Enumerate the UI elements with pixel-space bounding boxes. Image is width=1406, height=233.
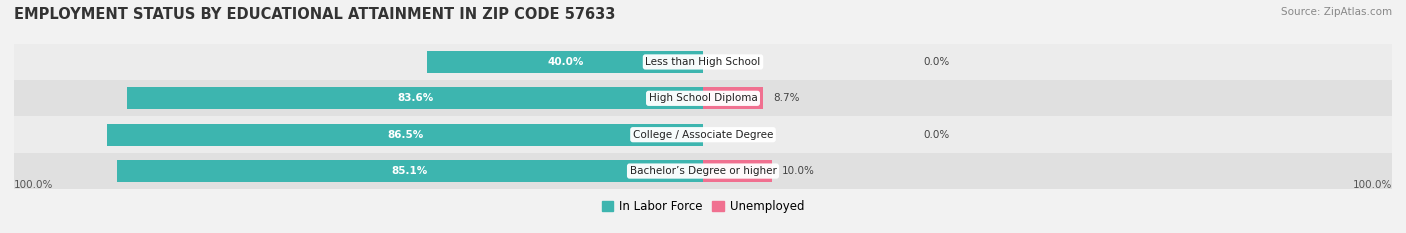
- Text: 8.7%: 8.7%: [773, 93, 800, 103]
- Bar: [107, 124, 703, 146]
- Text: 100.0%: 100.0%: [1353, 180, 1392, 190]
- Text: 83.6%: 83.6%: [396, 93, 433, 103]
- Bar: [117, 160, 703, 182]
- Text: 10.0%: 10.0%: [782, 166, 815, 176]
- Text: Less than High School: Less than High School: [645, 57, 761, 67]
- Text: Bachelor’s Degree or higher: Bachelor’s Degree or higher: [630, 166, 776, 176]
- Bar: [14, 116, 1392, 153]
- Bar: [14, 153, 1392, 189]
- Bar: [127, 87, 703, 109]
- Bar: [14, 80, 1392, 116]
- Bar: [703, 160, 772, 182]
- Text: 86.5%: 86.5%: [387, 130, 423, 140]
- Text: EMPLOYMENT STATUS BY EDUCATIONAL ATTAINMENT IN ZIP CODE 57633: EMPLOYMENT STATUS BY EDUCATIONAL ATTAINM…: [14, 7, 616, 22]
- Text: 100.0%: 100.0%: [14, 180, 53, 190]
- Text: 85.1%: 85.1%: [392, 166, 427, 176]
- Text: 0.0%: 0.0%: [924, 57, 949, 67]
- Text: 0.0%: 0.0%: [924, 130, 949, 140]
- Text: College / Associate Degree: College / Associate Degree: [633, 130, 773, 140]
- Text: High School Diploma: High School Diploma: [648, 93, 758, 103]
- Bar: [427, 51, 703, 73]
- Bar: [703, 87, 763, 109]
- Text: 40.0%: 40.0%: [547, 57, 583, 67]
- Bar: [14, 44, 1392, 80]
- Legend: In Labor Force, Unemployed: In Labor Force, Unemployed: [598, 195, 808, 218]
- Text: Source: ZipAtlas.com: Source: ZipAtlas.com: [1281, 7, 1392, 17]
